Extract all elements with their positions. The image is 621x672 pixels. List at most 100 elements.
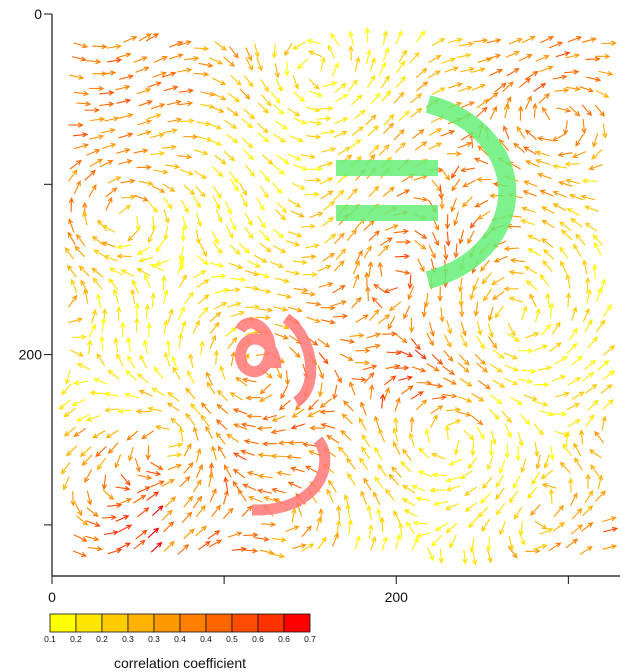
colorbar-title: correlation coefficient bbox=[114, 655, 246, 671]
vector-arrow-38 bbox=[116, 52, 132, 59]
colorbar-swatch-9 bbox=[283, 613, 311, 633]
vector-arrow-980 bbox=[62, 476, 70, 491]
vector-arrow-985 bbox=[146, 470, 162, 477]
vector-arrow-129 bbox=[448, 82, 463, 89]
vector-arrow-0 bbox=[73, 42, 89, 49]
vector-arrow-470 bbox=[304, 243, 321, 249]
vector-arrow-556 bbox=[542, 260, 553, 272]
vector-arrow-166 bbox=[476, 98, 490, 109]
vector-arrow-565 bbox=[143, 273, 151, 288]
vector-arrow-91 bbox=[396, 60, 406, 74]
vector-arrow-450 bbox=[520, 219, 535, 226]
vector-arrow-963 bbox=[337, 446, 349, 458]
vector-arrow-714 bbox=[289, 346, 301, 359]
vector-arrow-420 bbox=[68, 217, 75, 233]
vector-arrow-998 bbox=[346, 457, 356, 470]
vector-arrow-377 bbox=[474, 199, 489, 208]
vector-arrow-181 bbox=[167, 117, 183, 123]
vector-arrow-864 bbox=[445, 407, 462, 413]
vector-arrow-907 bbox=[567, 419, 581, 428]
vector-arrow-1044 bbox=[508, 490, 519, 504]
vector-arrow-177 bbox=[104, 116, 120, 122]
vector-arrow-933 bbox=[424, 428, 431, 444]
vector-arrow-866 bbox=[471, 415, 484, 426]
vector-arrow-460 bbox=[136, 246, 151, 255]
vector-arrow-1138 bbox=[347, 518, 353, 534]
vector-arrow-338 bbox=[431, 179, 442, 193]
vector-arrow-1034 bbox=[363, 477, 372, 491]
vector-arrow-245 bbox=[74, 143, 90, 150]
vector-arrow-390 bbox=[151, 215, 157, 232]
vector-arrow-792 bbox=[416, 380, 433, 386]
vector-arrow-911 bbox=[79, 446, 92, 457]
vector-arrow-69 bbox=[595, 53, 611, 60]
vector-arrow-415 bbox=[521, 206, 536, 213]
vector-arrow-1186 bbox=[548, 542, 562, 552]
vector-arrow-952 bbox=[183, 442, 192, 457]
vector-arrow-3 bbox=[123, 35, 138, 43]
vector-arrow-752 bbox=[334, 369, 342, 384]
vector-arrow-367 bbox=[333, 189, 345, 201]
vector-arrow-101 bbox=[552, 74, 568, 80]
vector-arrow-535 bbox=[231, 276, 247, 283]
vector-arrow-1143 bbox=[415, 532, 431, 538]
vector-arrow-999 bbox=[358, 457, 369, 471]
vector-arrow-42 bbox=[184, 55, 200, 62]
vector-arrow-65 bbox=[535, 55, 550, 62]
vector-arrow-577 bbox=[332, 285, 346, 294]
vector-arrow-757 bbox=[411, 366, 427, 373]
vector-arrow-522 bbox=[559, 246, 569, 260]
vector-arrow-459 bbox=[116, 244, 132, 250]
vector-arrow-951 bbox=[167, 452, 183, 458]
vector-arrow-886 bbox=[232, 423, 248, 430]
vector-arrow-1117 bbox=[571, 507, 583, 520]
vector-arrow-350 bbox=[73, 180, 81, 195]
vector-arrow-889 bbox=[270, 428, 286, 435]
vector-arrow-500 bbox=[228, 262, 244, 270]
vector-arrow-145 bbox=[150, 103, 166, 110]
vector-arrow-813 bbox=[185, 387, 196, 400]
vector-arrow-558 bbox=[582, 259, 588, 275]
vector-arrow-1007 bbox=[482, 477, 493, 490]
vector-arrow-111 bbox=[163, 85, 179, 92]
vector-arrow-890 bbox=[290, 423, 306, 430]
vector-arrow-1089 bbox=[137, 507, 150, 518]
vector-arrow-229 bbox=[367, 125, 379, 137]
vector-arrow-29 bbox=[521, 36, 536, 44]
vector-arrow-243 bbox=[575, 133, 584, 147]
vector-arrow-346 bbox=[537, 172, 552, 180]
vector-arrow-94 bbox=[444, 66, 460, 73]
vector-arrow-941 bbox=[549, 445, 555, 461]
vector-arrow-616 bbox=[388, 301, 402, 312]
vector-arrow-127 bbox=[416, 81, 429, 92]
vector-arrow-32 bbox=[567, 35, 583, 43]
colorbar-label-9: 0.6 bbox=[278, 634, 290, 644]
vector-arrow-508 bbox=[355, 249, 363, 264]
vector-arrow-1016 bbox=[86, 490, 93, 506]
vector-arrow-279 bbox=[591, 148, 603, 160]
vector-arrow-874 bbox=[602, 399, 614, 410]
vector-arrow-1021 bbox=[161, 478, 175, 487]
vector-arrow-571 bbox=[244, 285, 260, 291]
vector-arrow-63 bbox=[505, 50, 520, 58]
vector-arrow-704 bbox=[126, 336, 132, 352]
vector-arrow-468 bbox=[272, 245, 287, 254]
vector-arrow-8 bbox=[193, 45, 210, 52]
vector-arrow-1045 bbox=[527, 486, 538, 500]
vector-arrow-1139 bbox=[368, 523, 374, 540]
vector-arrow-855 bbox=[291, 408, 305, 418]
vector-arrow-533 bbox=[192, 270, 207, 279]
vector-arrow-1151 bbox=[552, 521, 566, 532]
vector-arrow-735 bbox=[64, 369, 71, 385]
vector-arrow-368 bbox=[347, 187, 358, 200]
vector-arrow-582 bbox=[407, 285, 415, 301]
vector-arrow-842 bbox=[85, 414, 101, 422]
vector-arrow-416 bbox=[541, 206, 555, 214]
vector-arrow-895 bbox=[374, 415, 381, 431]
vector-arrow-359 bbox=[212, 195, 221, 210]
vector-arrow-562 bbox=[92, 277, 103, 290]
colorbar-label-6: 0.4 bbox=[200, 634, 212, 644]
vector-arrow-161 bbox=[393, 91, 405, 104]
vector-arrow-165 bbox=[460, 101, 475, 109]
vector-arrow-81 bbox=[243, 75, 254, 88]
